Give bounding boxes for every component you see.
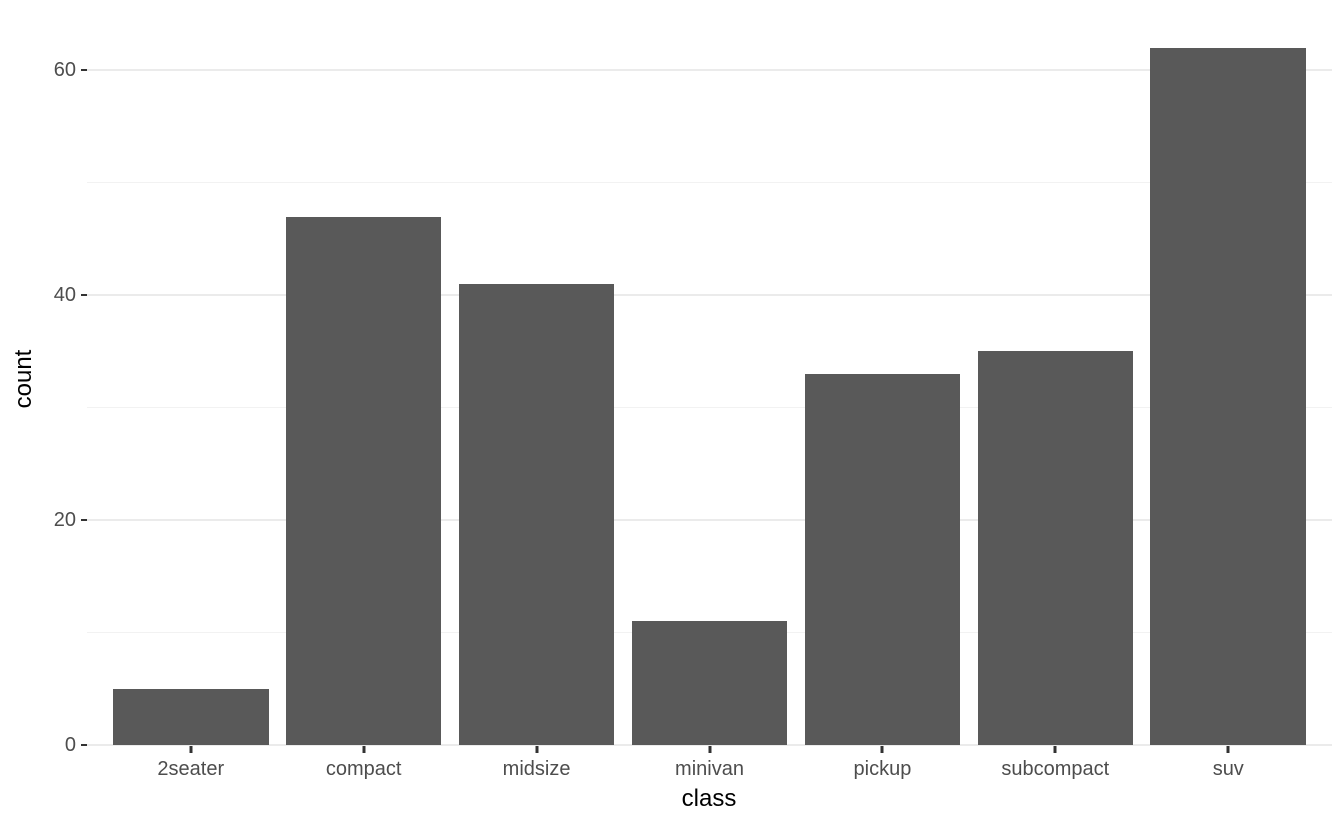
- x-tick-label: midsize: [502, 758, 571, 780]
- x-tick-mark: [362, 745, 366, 753]
- plot-panel: [87, 13, 1332, 746]
- x-tick-label: subcompact: [1001, 758, 1110, 780]
- gridline-major: [87, 744, 1332, 746]
- y-tick-mark: [81, 294, 89, 297]
- gridline-major: [87, 69, 1332, 72]
- y-tick-label: 40: [53, 284, 76, 307]
- bar-compact: [285, 216, 442, 745]
- x-tick-mark: [880, 745, 884, 753]
- y-tick-mark: [81, 69, 89, 72]
- bar-pickup: [804, 373, 961, 745]
- bar-midsize: [458, 284, 615, 745]
- x-axis-title: class: [681, 785, 737, 812]
- gridline-major: [87, 294, 1332, 297]
- x-tick-mark: [535, 745, 539, 753]
- x-tick-mark: [708, 745, 711, 753]
- bar-subcompact: [977, 351, 1134, 745]
- x-tick-mark: [189, 745, 193, 753]
- gridline-major: [87, 519, 1332, 522]
- x-tick-label: minivan: [675, 758, 744, 780]
- gridline-minor: [87, 181, 1332, 183]
- y-tick-mark: [81, 744, 89, 746]
- bar-suv: [1150, 47, 1307, 745]
- gridline-minor: [87, 406, 1332, 408]
- y-tick-label: 0: [64, 734, 76, 756]
- x-tick-label: compact: [325, 758, 402, 780]
- bar-2seater: [112, 688, 269, 745]
- y-tick-mark: [81, 519, 89, 522]
- bar-minivan: [631, 621, 788, 745]
- y-tick-label: 60: [53, 59, 76, 82]
- y-tick-label: 20: [53, 509, 76, 532]
- x-tick-label: pickup: [853, 758, 912, 780]
- x-tick-label: suv: [1212, 758, 1244, 780]
- x-tick-mark: [1226, 745, 1230, 753]
- x-tick-mark: [1053, 745, 1057, 753]
- y-axis-title: count: [10, 349, 37, 409]
- x-tick-label: 2seater: [157, 758, 225, 780]
